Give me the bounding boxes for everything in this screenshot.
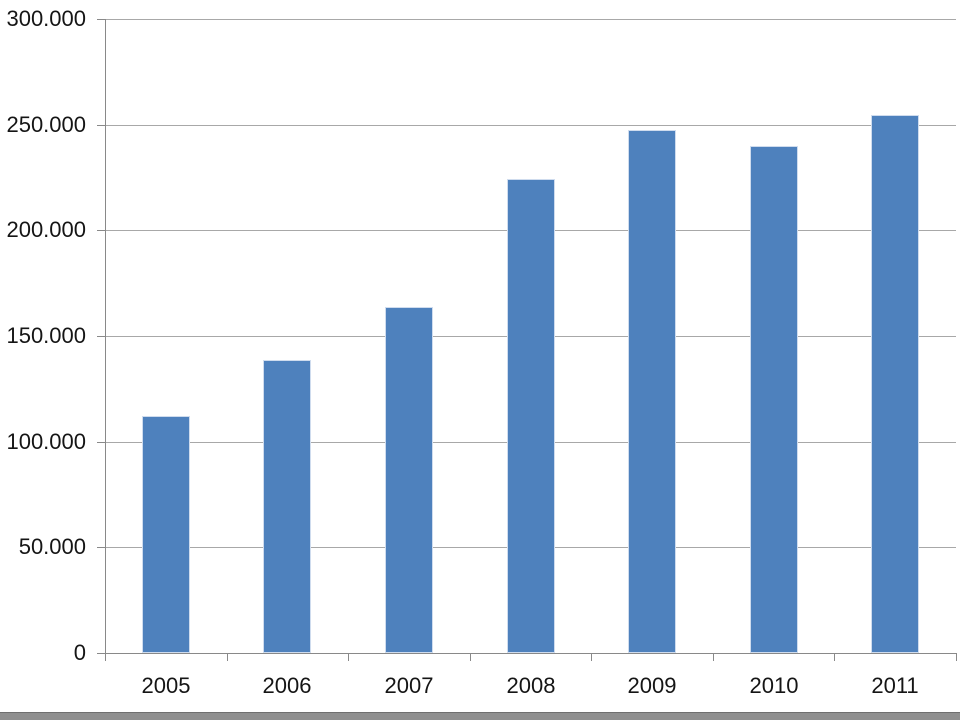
x-axis-tick	[591, 653, 592, 661]
y-axis-tick	[97, 547, 105, 548]
y-axis-tick	[97, 19, 105, 20]
bar-2005	[142, 416, 190, 653]
bar-2010	[750, 146, 798, 653]
x-axis-label-2006: 2006	[262, 673, 312, 698]
y-axis-tick	[97, 442, 105, 443]
x-axis-label-2011: 2011	[871, 673, 919, 698]
y-axis-tick	[97, 230, 105, 231]
y-axis-tick-label: 0	[73, 640, 86, 665]
y-axis-tick	[97, 125, 105, 126]
bar-2011	[871, 115, 919, 653]
x-axis-tick	[834, 653, 835, 661]
x-axis-label-2007: 2007	[384, 673, 434, 698]
bar-2007	[385, 307, 433, 653]
y-axis-tick-label: 300.000	[6, 6, 86, 31]
x-axis-tick	[956, 653, 957, 661]
y-axis-line	[105, 19, 106, 661]
x-axis-label-2005: 2005	[141, 673, 191, 698]
y-axis-tick-label: 50.000	[18, 534, 86, 559]
y-axis-tick-label: 200.000	[6, 217, 86, 242]
gridline	[105, 125, 956, 126]
slide-bottom-rule	[0, 712, 960, 720]
bar-2006	[263, 360, 311, 653]
y-axis-tick	[97, 336, 105, 337]
x-axis-tick	[713, 653, 714, 661]
x-axis-tick	[227, 653, 228, 661]
y-axis-tick-label: 150.000	[6, 323, 86, 348]
bar-2009	[628, 130, 676, 653]
y-axis-tick-label: 250.000	[6, 112, 86, 137]
x-axis-label-2010: 2010	[749, 673, 799, 698]
x-axis-tick	[105, 653, 106, 661]
x-axis-tick	[470, 653, 471, 661]
gridline	[105, 19, 956, 20]
x-axis-tick	[348, 653, 349, 661]
x-axis-label-2009: 2009	[627, 673, 677, 698]
y-axis-tick-label: 100.000	[6, 429, 86, 454]
x-axis-line	[97, 653, 956, 654]
x-axis-label-2008: 2008	[506, 673, 556, 698]
bar-2008	[507, 179, 555, 653]
